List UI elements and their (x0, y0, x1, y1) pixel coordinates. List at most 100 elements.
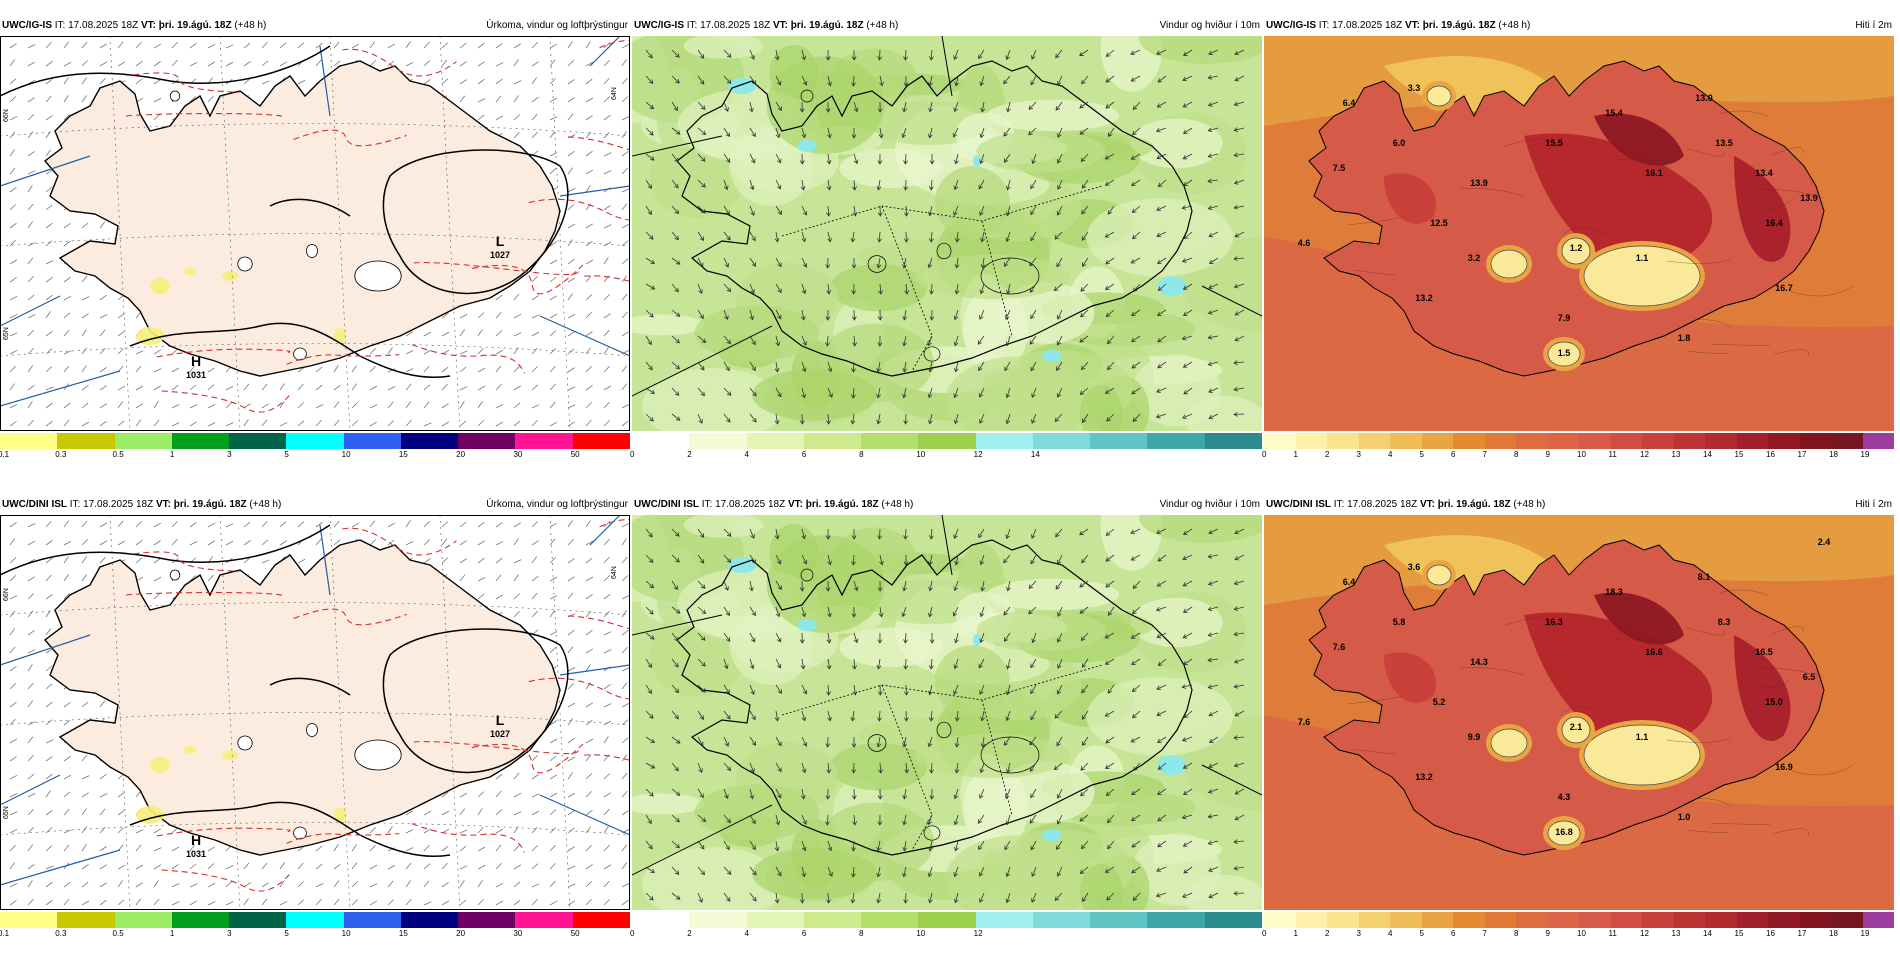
colorbar-tick-label: 14 (1031, 450, 1040, 459)
colorbar-swatch (1737, 433, 1769, 449)
colorbar-tick-label: 0.5 (113, 450, 124, 459)
colorbar-tick-label: 1 (170, 450, 174, 459)
colorbar-tick-label: 19 (1861, 929, 1870, 938)
colorbar-swatch (57, 912, 114, 928)
pressure-center-value: 1027 (490, 729, 510, 739)
colorbar-swatch (804, 912, 861, 928)
lead-time: (+48 h) (866, 20, 898, 31)
gust-area (1042, 350, 1062, 362)
colorbar-swatch (115, 912, 172, 928)
colorbar-swatch (0, 433, 57, 449)
glacier-outline (170, 91, 180, 101)
colorbar-swatch (1611, 912, 1643, 928)
colorbar-tick-label: 10 (916, 929, 925, 938)
wind-speed-area (766, 535, 884, 633)
latitude-label: 65N (3, 327, 10, 340)
colorbar-tick-label: 3 (1357, 929, 1361, 938)
colorbar-tick-label: 5 (1420, 929, 1424, 938)
temp-colorbar (1264, 912, 1894, 928)
product-name: Hiti í 2m (1855, 18, 1892, 34)
colorbar-tick-label: 16 (1766, 929, 1775, 938)
valid-time: VT: þri. 19.ágú. 18Z (156, 499, 247, 510)
colorbar-tick-label: 13 (1672, 929, 1681, 938)
colorbar-swatch (918, 433, 975, 449)
colorbar-tick-label: 8 (859, 929, 863, 938)
temp-value-label: 7.9 (1558, 313, 1571, 323)
wind-speed-area (976, 610, 1105, 652)
colorbar-tick-label: 16 (1766, 450, 1775, 459)
colorbar-swatch (1422, 433, 1454, 449)
colorbar-swatch (57, 433, 114, 449)
colorbar-swatch (1090, 912, 1147, 928)
temp-value-label: 7.5 (1333, 163, 1346, 173)
colorbar-swatch (1579, 433, 1611, 449)
temp-value-label: 1.0 (1678, 812, 1691, 822)
temp-value-label: 15.4 (1605, 108, 1623, 118)
colorbar-swatch (976, 433, 1033, 449)
init-time: IT: 17.08.2025 18Z (687, 20, 770, 31)
colorbar-swatch (747, 433, 804, 449)
colorbar-swatch (861, 912, 918, 928)
colorbar-tick-label: 1 (170, 929, 174, 938)
lead-time: (+48 h) (1498, 20, 1530, 31)
colorbar-tick-label: 0.1 (0, 929, 9, 938)
init-time: IT: 17.08.2025 18Z (1334, 499, 1417, 510)
latitude-label: 66N (3, 588, 10, 601)
model-name: UWC/DINI ISL (1266, 499, 1331, 510)
colorbar-tick-label: 30 (513, 929, 522, 938)
colorbar-swatch (0, 912, 57, 928)
colorbar-tick-label: 4 (745, 450, 749, 459)
colorbar-tick-label: 10 (342, 450, 351, 459)
wind-svg (632, 515, 1262, 910)
colorbar-swatch (1674, 433, 1706, 449)
colorbar-tick-label: 9 (1546, 929, 1550, 938)
colorbar-tick-label: 0.3 (55, 450, 66, 459)
precip-area (150, 278, 170, 294)
colorbar-tick-label: 18 (1829, 929, 1838, 938)
temp-value-label: 16.8 (1555, 827, 1573, 837)
temp-value-label: 15.5 (1545, 138, 1563, 148)
pressure-center-letter: H (191, 832, 201, 848)
temp-value-label: 7.6 (1298, 717, 1311, 727)
temp-value-label: 16.3 (1545, 617, 1563, 627)
temp-value-label: 2.4 (1818, 537, 1831, 547)
colorbar-swatch (401, 912, 458, 928)
wind-speed-area (976, 131, 1105, 173)
colorbar-swatch (1705, 912, 1737, 928)
temp-value-label: 6.4 (1343, 98, 1356, 108)
colorbar-swatch (515, 433, 572, 449)
glacier-outline (294, 348, 307, 360)
glacier-outline (306, 724, 317, 737)
precip-area (222, 750, 238, 760)
colorbar-tick-label: 50 (571, 929, 580, 938)
glacier-outline (306, 245, 317, 258)
colorbar-tick-label: 0.3 (55, 929, 66, 938)
glacier-outline (294, 827, 307, 839)
temp-value-label: 13.2 (1415, 293, 1433, 303)
panel-top-wind: UWC/IG-IS IT: 17.08.2025 18Z VT: þri. 19… (632, 18, 1262, 478)
colorbar-tick-label: 11 (1609, 929, 1617, 938)
model-name: UWC/DINI ISL (634, 499, 699, 510)
temp-value-label: 15.0 (1765, 697, 1783, 707)
colorbar-swatch (918, 912, 975, 928)
colorbar-swatch (458, 912, 515, 928)
colorbar-tick-label: 6 (1451, 450, 1455, 459)
valid-time: VT: þri. 19.ágú. 18Z (773, 20, 864, 31)
colorbar-swatch (1264, 912, 1296, 928)
colorbar-tick-label: 5 (1420, 450, 1424, 459)
panel-title: UWC/DINI ISL IT: 17.08.2025 18Z VT: þri.… (1264, 497, 1894, 513)
temp-svg: 3.36.46.07.54.612.513.213.915.515.413.01… (1264, 36, 1894, 431)
model-name: UWC/IG-IS (634, 20, 684, 31)
colorbar-swatch (1033, 912, 1090, 928)
glacier-outline (170, 570, 180, 580)
colorbar-swatch (1296, 433, 1328, 449)
temp-value-label: 8.3 (1718, 617, 1731, 627)
colorbar-tick-label: 7 (1483, 450, 1487, 459)
colorbar-swatch (344, 433, 401, 449)
colorbar-swatch (1359, 433, 1391, 449)
colorbar-swatch (1737, 912, 1769, 928)
colorbar-swatch (1390, 433, 1422, 449)
